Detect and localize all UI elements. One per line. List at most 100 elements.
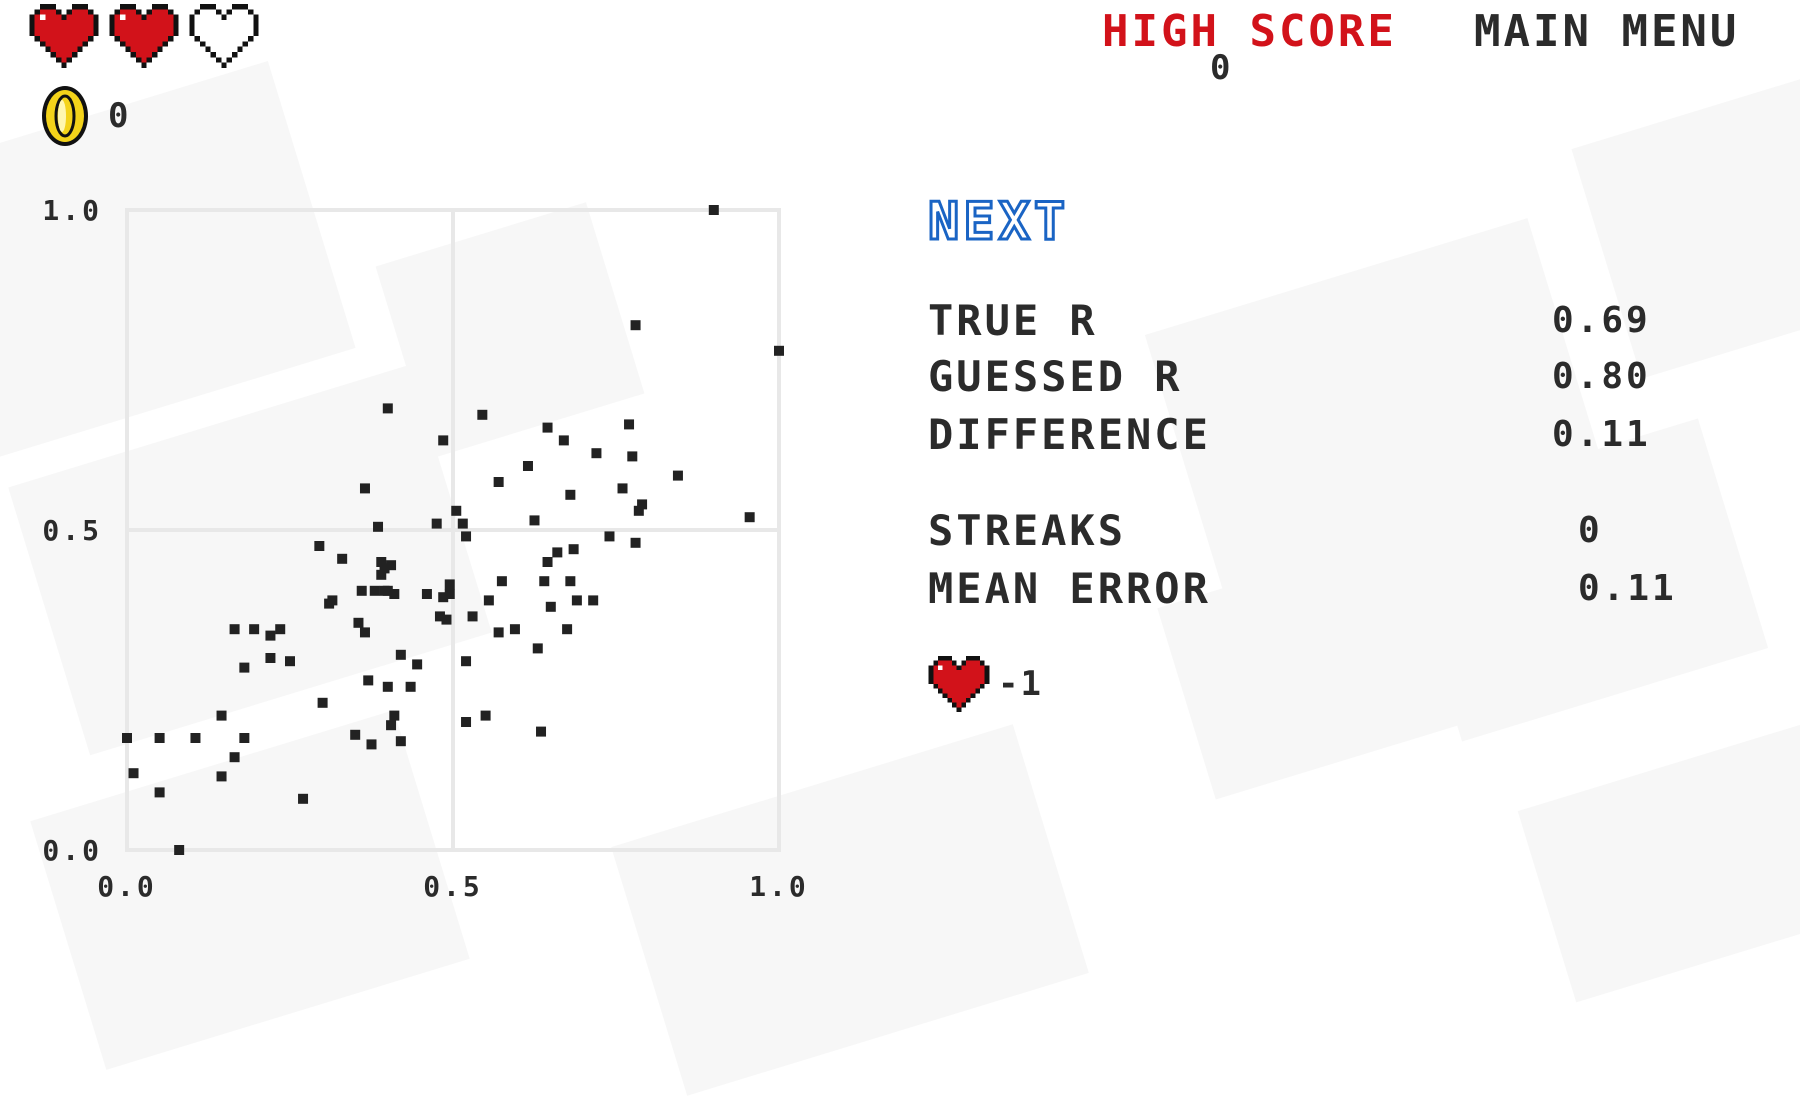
true-r-value: 0.69 [1552, 300, 1651, 341]
data-point [275, 624, 286, 635]
data-point [395, 736, 406, 747]
coin-icon [42, 86, 88, 146]
plot-grid [125, 208, 781, 852]
x-tick-label: 1.0 [749, 870, 809, 900]
data-point [451, 505, 462, 516]
data-point [373, 521, 384, 532]
life-change-value: -1 [998, 664, 1043, 704]
data-point [128, 768, 139, 779]
data-point [382, 403, 393, 414]
data-point [285, 656, 295, 667]
background-block [1517, 717, 1800, 1003]
difference-label: DIFFERENCE [928, 410, 1211, 459]
data-point [386, 720, 397, 731]
x-tick-label: 0.5 [423, 870, 483, 900]
data-point [239, 662, 250, 673]
data-point [386, 560, 397, 571]
data-point [633, 505, 644, 516]
data-point [591, 448, 602, 459]
data-point [229, 624, 240, 635]
heart-full-icon [109, 4, 179, 68]
scatter-plot: 0.0 0.5 1.0 0.0 0.5 1.0 [42, 194, 809, 900]
data-point [542, 422, 553, 433]
data-point [327, 595, 338, 606]
y-tick-label: 0.5 [42, 514, 102, 547]
data-point [350, 729, 361, 740]
data-point [545, 601, 556, 612]
data-point [617, 483, 628, 494]
data-point [483, 595, 494, 606]
data-point [461, 656, 472, 667]
data-point [249, 624, 260, 635]
data-point [216, 710, 227, 721]
data-point [174, 845, 185, 855]
true-r-label: TRUE R [928, 296, 1098, 345]
data-point [637, 499, 648, 510]
data-point [457, 518, 468, 529]
data-point [353, 617, 364, 628]
high-score-label: HIGH SCORE [1102, 6, 1397, 57]
data-point [154, 787, 165, 798]
data-point [536, 726, 547, 737]
heart-full-icon [29, 4, 99, 68]
data-point [672, 470, 683, 481]
data-point [438, 592, 449, 603]
guessed-r-label: GUESSED R [928, 352, 1183, 401]
coin-count: 0 [108, 96, 131, 136]
mean-error-label: MEAN ERROR [928, 564, 1211, 613]
data-point [571, 595, 582, 606]
data-point [421, 589, 432, 599]
data-point [630, 537, 641, 548]
data-point [630, 320, 641, 331]
data-point [265, 653, 276, 663]
data-point [774, 345, 784, 356]
data-point [529, 515, 540, 526]
data-point [190, 733, 201, 743]
high-score-value: 0 [1210, 48, 1233, 88]
data-point [366, 739, 377, 750]
data-point [532, 643, 543, 654]
data-point [568, 544, 579, 555]
data-point [229, 752, 240, 763]
data-point [477, 409, 488, 420]
plot-points [122, 205, 784, 855]
next-button[interactable]: NEXT [926, 191, 1070, 254]
data-point [337, 553, 348, 564]
data-point [461, 717, 472, 727]
data-point [562, 624, 573, 635]
data-point [376, 557, 387, 567]
data-point [588, 595, 599, 606]
main-menu-button[interactable]: MAIN MENU [1474, 6, 1740, 57]
data-point [542, 557, 553, 567]
plot-ticks: 0.0 0.5 1.0 0.0 0.5 1.0 [42, 194, 809, 900]
data-point [434, 611, 445, 622]
data-point [467, 611, 478, 622]
difference-value: 0.11 [1552, 414, 1651, 455]
data-point [708, 205, 719, 215]
streaks-value: 0 [1578, 510, 1603, 551]
data-point [522, 461, 533, 471]
data-point [356, 585, 367, 596]
data-point [431, 518, 442, 529]
data-point [493, 477, 504, 487]
lives-display [28, 4, 260, 68]
data-point [359, 483, 370, 494]
data-point [379, 563, 390, 574]
data-point [627, 451, 638, 462]
data-point [444, 579, 455, 590]
data-point [359, 627, 370, 638]
heart-empty-icon [189, 4, 259, 68]
y-tick-label: 0.0 [42, 834, 102, 867]
data-point [493, 627, 504, 638]
data-point [604, 531, 615, 542]
data-point [382, 585, 393, 596]
data-point [216, 771, 227, 782]
data-point [298, 793, 309, 804]
data-point [565, 576, 576, 587]
data-point [444, 589, 455, 599]
data-point [565, 489, 576, 500]
data-point [441, 614, 452, 625]
data-point [480, 710, 491, 721]
data-point [369, 585, 380, 596]
y-tick-label: 1.0 [42, 194, 102, 227]
